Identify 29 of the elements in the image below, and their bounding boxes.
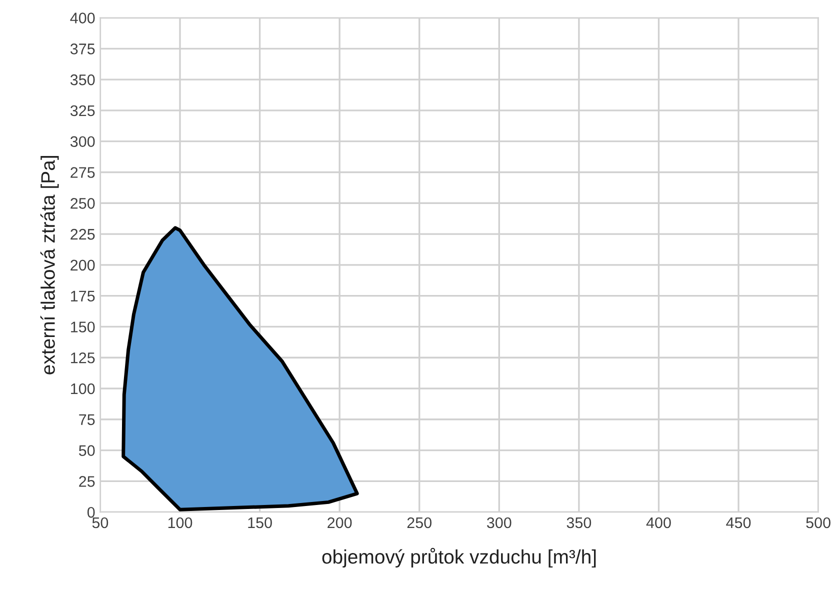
y-tick-label: 125 [71,352,95,364]
x-tick-label: 350 [566,517,592,528]
x-tick-label: 200 [328,517,352,528]
y-tick-label: 300 [70,136,95,148]
y-tick-label: 100 [71,383,95,394]
x-axis-title: objemový průtok vzduchu [m³/h] [322,548,596,568]
y-tick-label: 175 [71,290,95,302]
y-tick-label: 225 [70,228,95,240]
y-tick-label: 0 [87,506,95,518]
y-tick-label: 350 [70,74,95,86]
x-tick-label: 500 [806,517,830,528]
y-tick-label: 200 [70,260,95,271]
x-tick-label: 250 [407,517,432,528]
x-tick-label: 150 [248,517,272,528]
y-tick-label: 400 [70,12,95,24]
y-tick-label: 325 [70,105,95,116]
y-tick-label: 25 [79,476,95,487]
x-tick-label: 50 [92,517,108,528]
y-tick-label: 250 [70,198,95,209]
x-tick-label: 450 [726,517,751,528]
y-tick-label: 150 [71,322,95,332]
y-axis-title: externí tlaková ztráta [Pa] [40,156,59,374]
x-tick-label: 300 [486,517,512,528]
y-tick-label: 375 [70,44,95,54]
x-tick-label: 400 [646,517,671,528]
y-tick-label: 50 [78,445,95,456]
y-tick-label: 75 [79,414,95,426]
x-tick-label: 100 [168,517,192,528]
y-tick-label: 275 [70,167,95,178]
